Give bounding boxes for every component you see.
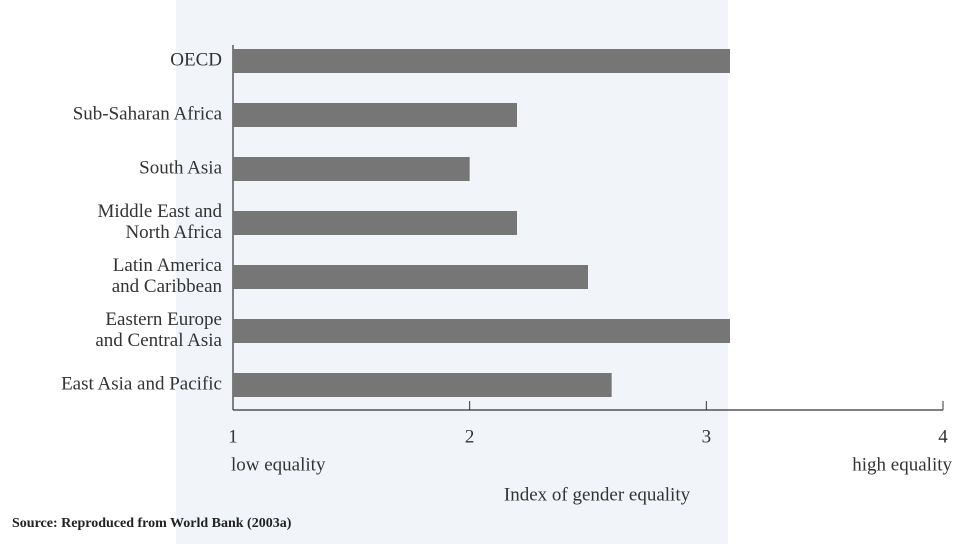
y-tick-label: and Caribbean bbox=[112, 276, 223, 297]
x-tick-label: 1 bbox=[228, 426, 238, 447]
bar bbox=[233, 103, 517, 127]
y-tick-label: Eastern Europe bbox=[105, 309, 222, 330]
y-tick-label: South Asia bbox=[139, 157, 222, 178]
bar bbox=[233, 157, 470, 181]
bar bbox=[233, 211, 517, 235]
y-tick-label: OECD bbox=[170, 49, 222, 70]
chart: Index of gender equality low equality hi… bbox=[0, 0, 958, 544]
y-tick-label: Middle East and bbox=[97, 201, 222, 222]
low-equality-label: low equality bbox=[231, 454, 326, 475]
bar bbox=[233, 373, 612, 397]
x-tick-label: 4 bbox=[938, 426, 948, 447]
y-tick-label: East Asia and Pacific bbox=[61, 373, 222, 394]
y-tick-label: Sub-Saharan Africa bbox=[73, 103, 223, 124]
x-axis-title: Index of gender equality bbox=[504, 484, 691, 505]
y-tick-label: North Africa bbox=[125, 222, 222, 243]
y-tick-label: Latin America bbox=[113, 255, 223, 276]
y-tick-label: and Central Asia bbox=[95, 330, 222, 351]
x-tick-label: 3 bbox=[702, 426, 712, 447]
source-note: Source: Reproduced from World Bank (2003… bbox=[12, 516, 292, 531]
bar bbox=[233, 265, 588, 289]
high-equality-label: high equality bbox=[852, 454, 952, 475]
bar bbox=[233, 319, 730, 343]
bar bbox=[233, 49, 730, 73]
x-tick-label: 2 bbox=[465, 426, 475, 447]
